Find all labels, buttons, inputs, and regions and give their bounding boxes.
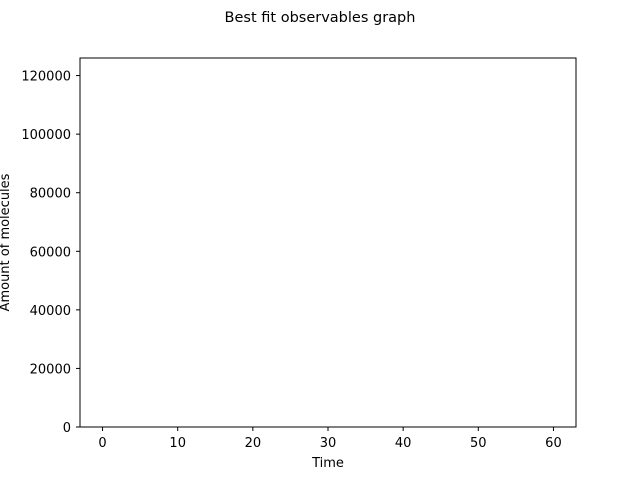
x-tick-label: 50 — [470, 436, 487, 451]
y-tick-label: 80000 — [30, 187, 71, 202]
x-tick-label: 30 — [320, 436, 337, 451]
plot-area-frame — [79, 57, 577, 428]
y-axis-ticks: 0 20000 40000 60000 80000 100000 120000 — [21, 70, 80, 436]
y-tick-label: 120000 — [21, 70, 71, 85]
y-tick-label: 60000 — [30, 245, 71, 260]
y-axis-label: Amount of molecules — [0, 173, 13, 311]
x-tick-label: 0 — [98, 436, 106, 451]
y-tick-label: 40000 — [30, 304, 71, 319]
y-tick-label: 0 — [63, 421, 71, 436]
y-tick-label: 20000 — [30, 362, 71, 377]
x-tick-label: 40 — [395, 436, 412, 451]
y-tick-label: 100000 — [21, 128, 71, 143]
x-axis-ticks: 0 10 20 30 40 50 60 — [98, 427, 562, 451]
x-axis-label: Time — [311, 456, 344, 471]
x-tick-label: 60 — [545, 436, 562, 451]
x-tick-label: 10 — [169, 436, 186, 451]
chart-title: Best fit observables graph — [225, 10, 416, 26]
x-tick-label: 20 — [245, 436, 262, 451]
